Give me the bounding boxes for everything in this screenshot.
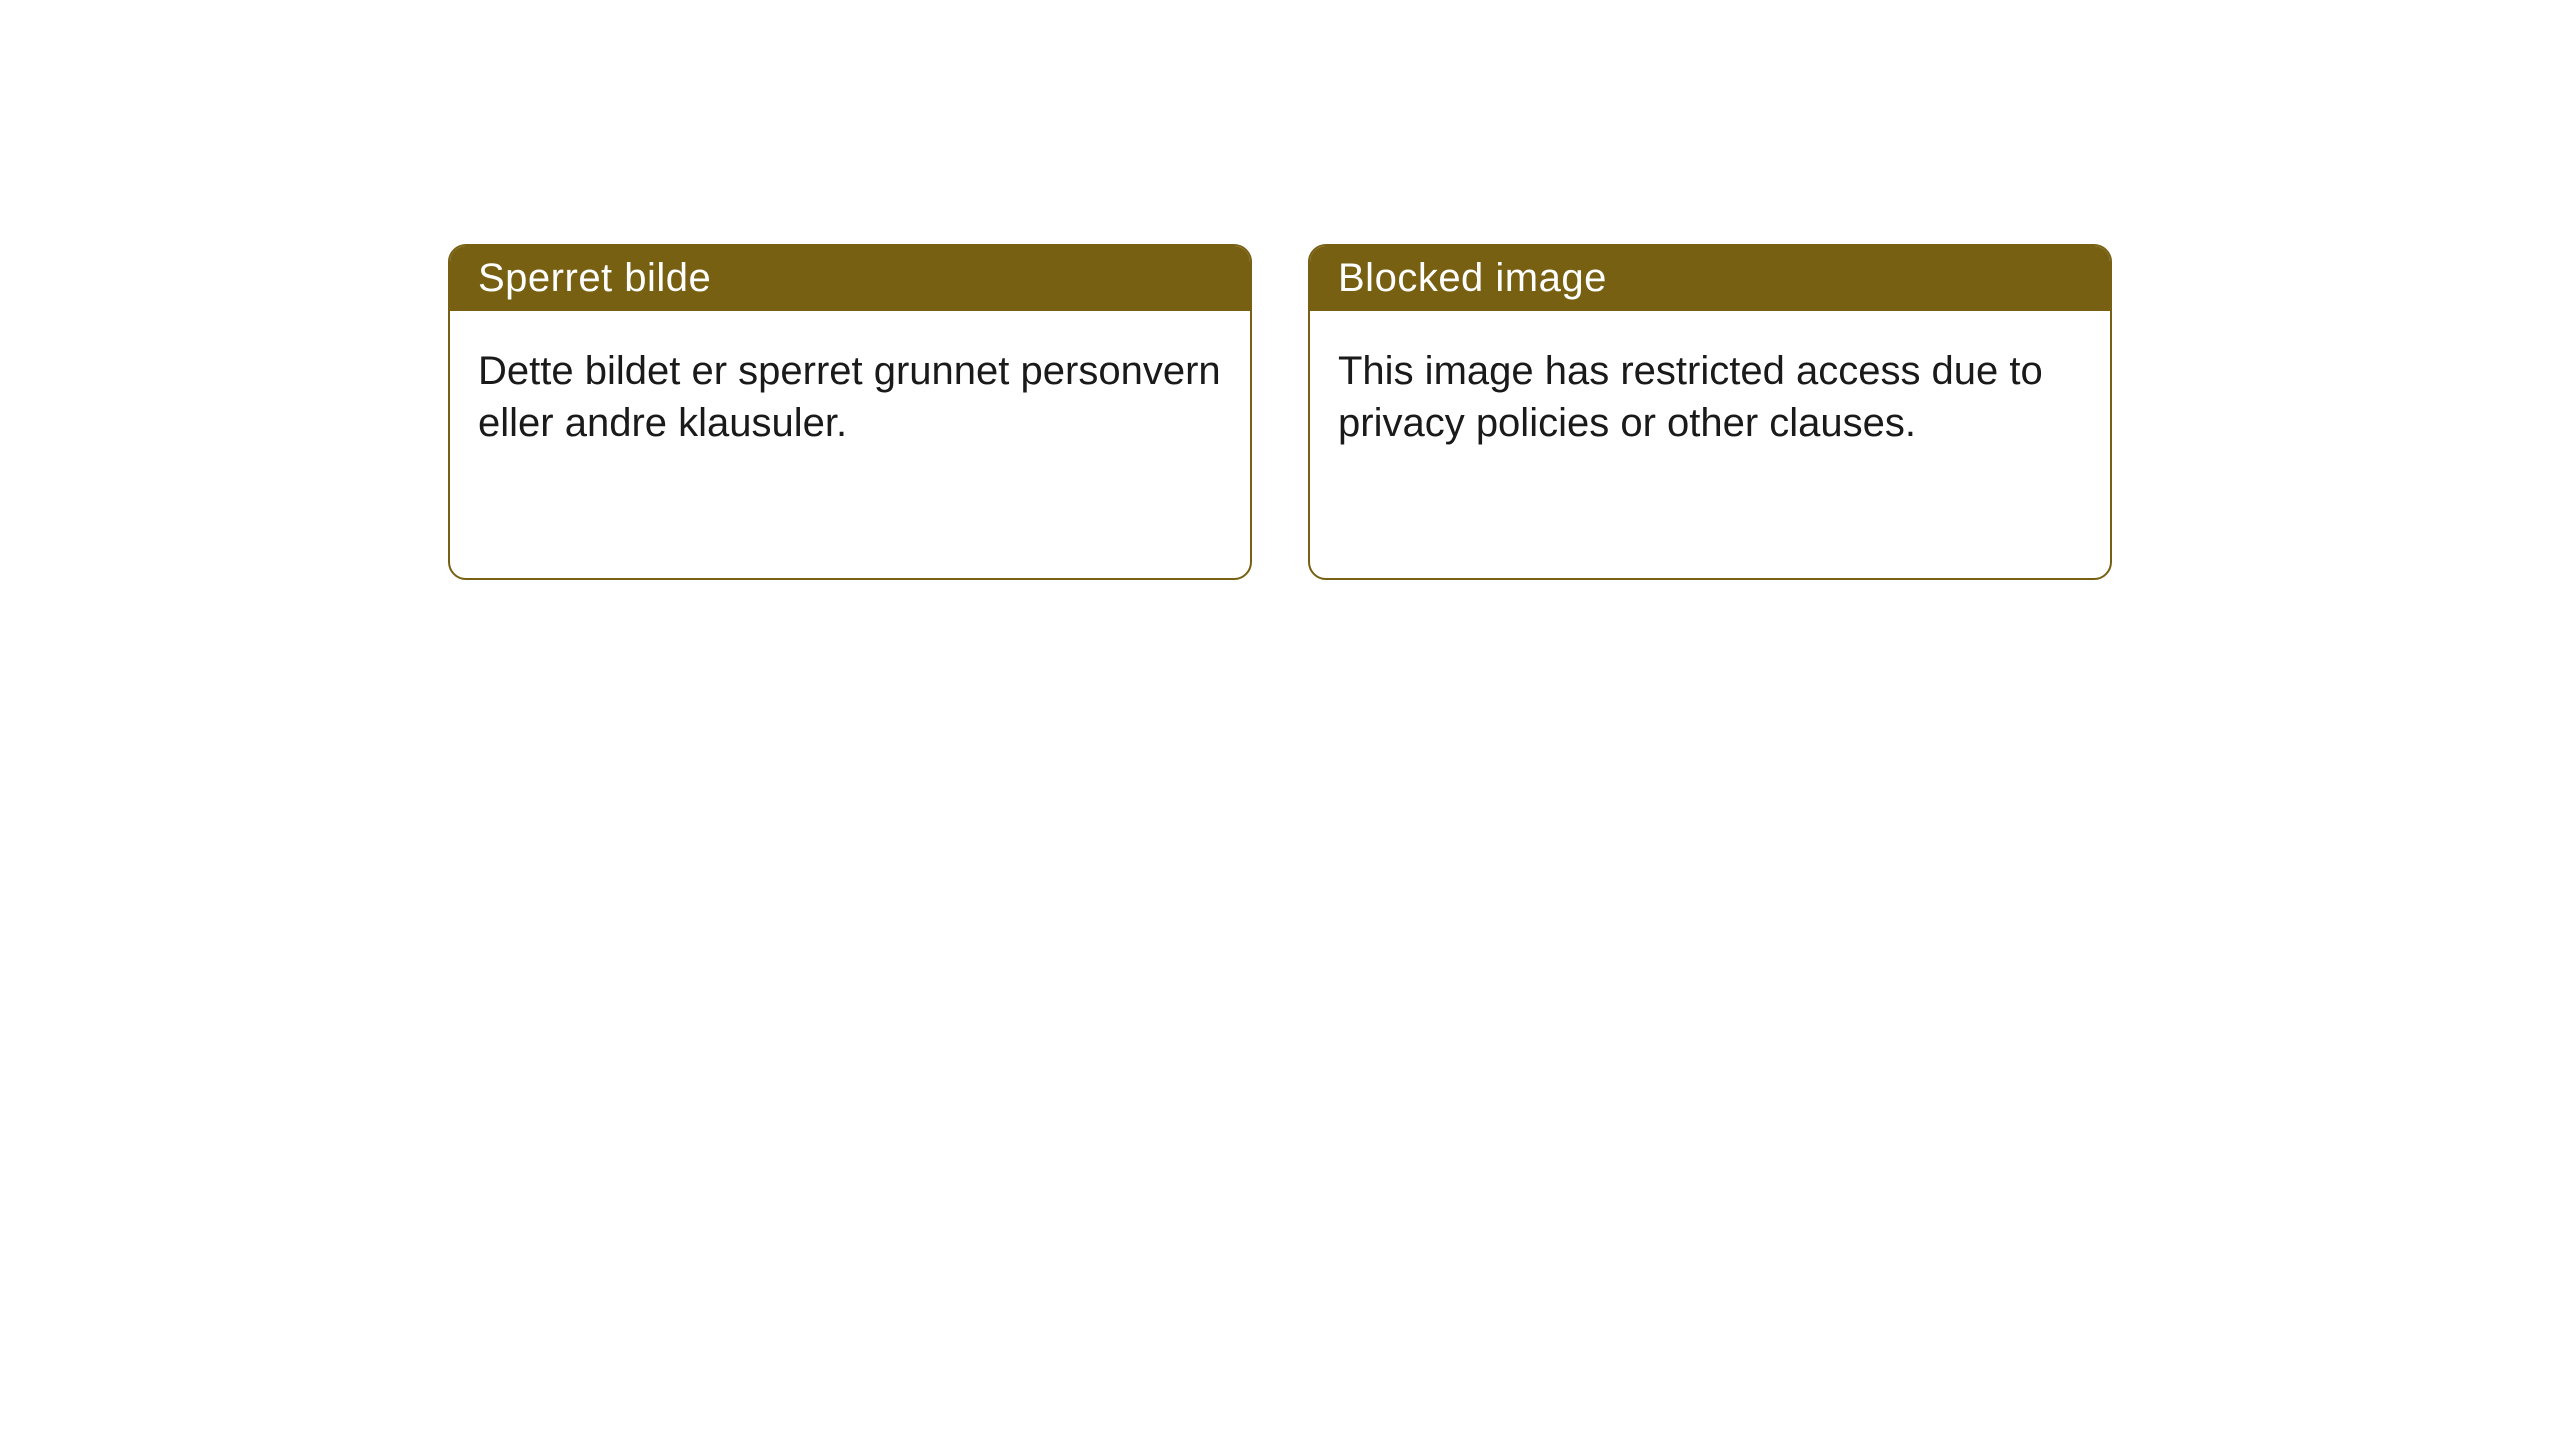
notice-body-en: This image has restricted access due to … — [1310, 311, 2110, 483]
notice-card-no: Sperret bilde Dette bildet er sperret gr… — [448, 244, 1252, 580]
notice-title-no: Sperret bilde — [450, 246, 1250, 311]
notice-body-no: Dette bildet er sperret grunnet personve… — [450, 311, 1250, 483]
notice-card-en: Blocked image This image has restricted … — [1308, 244, 2112, 580]
notice-container: Sperret bilde Dette bildet er sperret gr… — [0, 0, 2560, 580]
notice-title-en: Blocked image — [1310, 246, 2110, 311]
